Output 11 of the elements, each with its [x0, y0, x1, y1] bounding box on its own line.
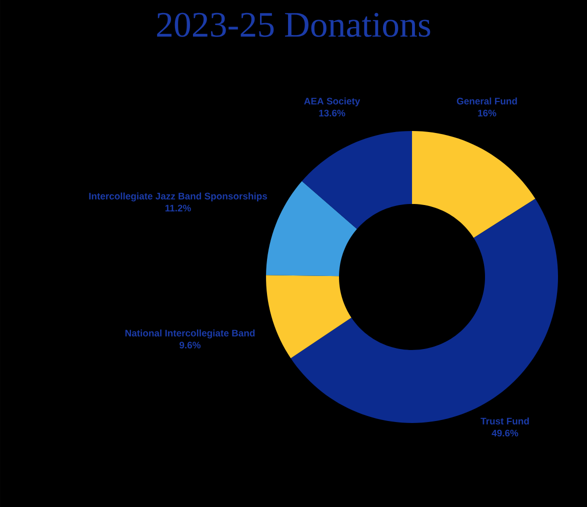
slice-label: National Intercollegiate Band [125, 330, 255, 338]
data-label: 49.6% [492, 430, 518, 436]
data-label: 16% [478, 110, 496, 116]
data-label: 9.6% [180, 342, 201, 348]
slice-label: Intercollegiate Jazz Band Sponsorships [89, 192, 268, 202]
slice-label: Trust Fund [480, 418, 529, 424]
slice-label: General Fund [456, 98, 517, 104]
data-label: 13.6% [319, 110, 346, 116]
slice-label: AEA Society [304, 98, 360, 106]
chart-title: 2023-25 Donations [157, 12, 430, 37]
data-label: 11.2% [165, 204, 191, 212]
